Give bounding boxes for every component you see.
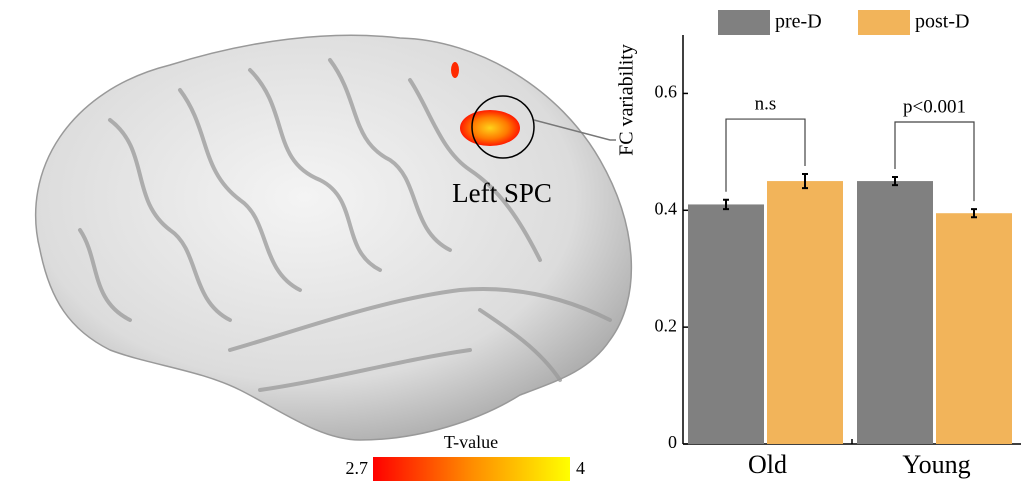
legend-swatch [718, 10, 770, 35]
y-tick-label: 0.4 [655, 198, 678, 218]
colorbar-min: 2.7 [346, 458, 369, 478]
y-tick-label: 0 [668, 432, 677, 452]
significance-bracket [725, 118, 806, 192]
error-bar [892, 175, 898, 187]
error-bar [802, 173, 808, 190]
y-tick-label: 0.2 [655, 315, 678, 335]
y-tick-label: 0.6 [655, 82, 678, 102]
error-bar [723, 198, 729, 211]
significance-label: p<0.001 [903, 96, 966, 117]
bar [767, 181, 843, 445]
legend-label: pre-D [775, 11, 822, 33]
bar [936, 213, 1012, 444]
significance-label: n.s [755, 93, 777, 114]
colorbar-title: T-value [444, 432, 498, 452]
region-label: Left SPC [452, 178, 552, 208]
significance-bracket [894, 121, 975, 202]
bar [688, 204, 764, 444]
legend-label: post-D [915, 11, 969, 33]
error-bar [971, 208, 977, 219]
colorbar-max: 4 [576, 458, 585, 478]
colorbar [373, 457, 570, 481]
x-tick-label: Old [748, 450, 787, 479]
y-axis-label: FC variability [616, 44, 638, 156]
x-tick-label: Young [902, 450, 970, 479]
legend-swatch [858, 10, 910, 35]
bar [857, 181, 933, 445]
brain-render: Left SPC T-value 2.7 4 [35, 34, 633, 481]
